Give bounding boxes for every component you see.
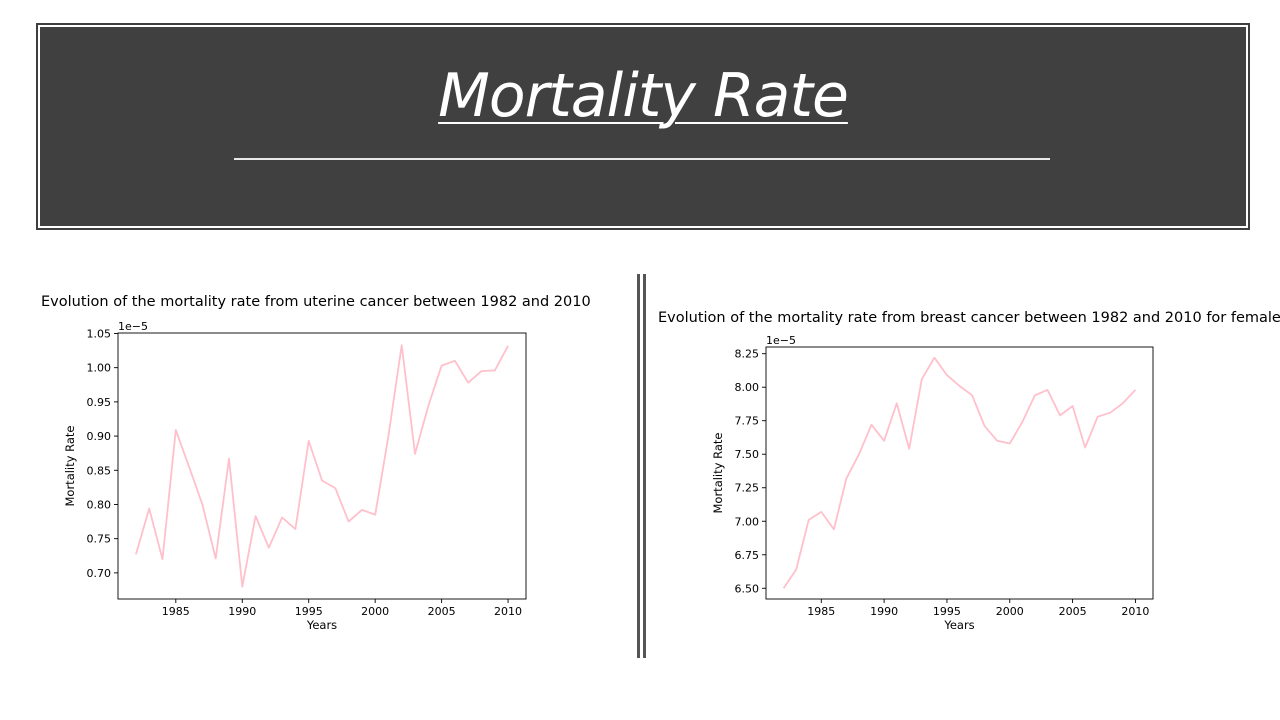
breast-y-tick-label: 7.25: [735, 482, 760, 495]
breast-y-tick-label: 7.50: [735, 448, 760, 461]
breast-x-tick-label: 2010: [1121, 605, 1149, 618]
uterine-y-tick-label: 0.95: [87, 396, 112, 409]
column-divider-right-bar: [643, 274, 646, 658]
breast-x-tick-label: 1990: [870, 605, 898, 618]
breast-y-tick-label: 8.00: [735, 381, 760, 394]
uterine-y-offset-label: 1e−5: [118, 320, 148, 333]
breast-y-tick-label: 6.75: [735, 549, 760, 562]
breast-series-line-0: [782, 356, 1137, 589]
uterine-y-tick-label: 0.75: [87, 533, 112, 546]
breast-y-tick-label: 6.50: [735, 582, 760, 595]
uterine-y-tick-label: 1.05: [87, 327, 112, 340]
uterine-y-tick-label: 1.00: [87, 362, 112, 375]
breast-y-axis-label: Mortality Rate: [711, 433, 725, 514]
title-underline-rule: [234, 158, 1050, 160]
uterine-chart-title: Evolution of the mortality rate from ute…: [41, 294, 591, 310]
uterine-y-tick-label: 0.70: [87, 567, 112, 580]
breast-y-offset-label: 1e−5: [766, 334, 796, 347]
uterine-series-line-0: [135, 344, 509, 588]
uterine-y-tick-label: 0.85: [87, 464, 112, 477]
breast-x-tick-label: 2000: [996, 605, 1024, 618]
column-divider-left-bar: [637, 274, 640, 658]
uterine-x-tick-label: 2000: [361, 605, 389, 618]
uterine-y-tick-label: 0.80: [87, 498, 112, 511]
uterine-x-tick-label: 2005: [428, 605, 456, 618]
uterine-x-tick-label: 1985: [162, 605, 190, 618]
breast-x-axis-label: Years: [943, 618, 974, 632]
title-banner: Mortality Rate: [40, 27, 1246, 226]
uterine-y-axis-label: Mortality Rate: [63, 426, 77, 507]
breast-y-tick-label: 7.00: [735, 515, 760, 528]
uterine-x-tick-label: 1990: [228, 605, 256, 618]
uterine-plot-frame: [117, 332, 527, 600]
breast-x-tick-label: 1995: [933, 605, 961, 618]
slide-title: Mortality Rate: [438, 61, 849, 131]
breast-y-tick-label: 7.75: [735, 415, 760, 428]
breast-plot-frame: [765, 346, 1154, 600]
breast-chart-title: Evolution of the mortality rate from bre…: [658, 310, 1280, 326]
uterine-x-tick-label: 2010: [494, 605, 522, 618]
breast-x-tick-label: 2005: [1059, 605, 1087, 618]
breast-x-tick-label: 1985: [807, 605, 835, 618]
breast-y-tick-label: 8.25: [735, 348, 760, 361]
uterine-x-axis-label: Years: [306, 618, 337, 632]
uterine-y-tick-label: 0.90: [87, 430, 112, 443]
uterine-x-tick-label: 1995: [295, 605, 323, 618]
